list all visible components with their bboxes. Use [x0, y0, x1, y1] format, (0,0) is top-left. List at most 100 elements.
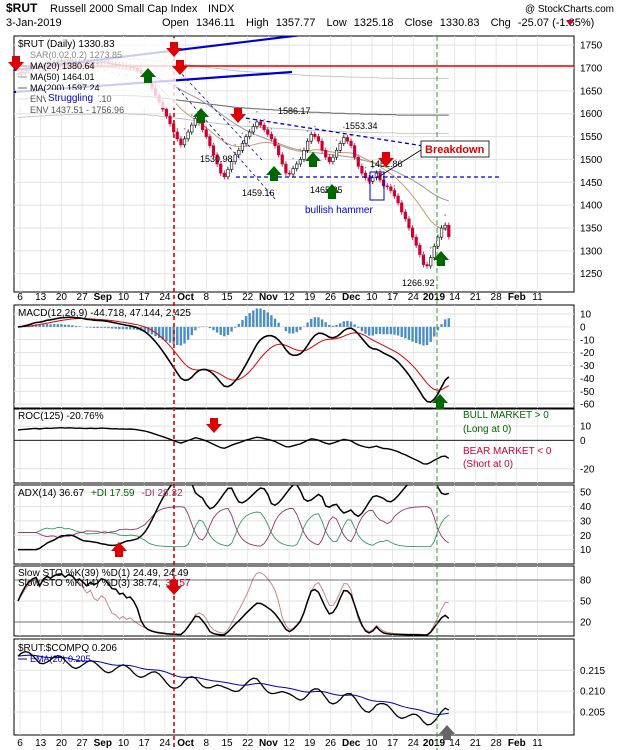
- channel-lower-line: [173, 83, 277, 201]
- ratio-tick-label: 0.215: [580, 666, 605, 677]
- candle-body: [407, 218, 411, 229]
- candle-body: [360, 165, 364, 174]
- x-axis-label-bottom: Dec: [342, 738, 361, 749]
- macd-hist-bar: [411, 326, 414, 342]
- chevron-down-icon[interactable]: [566, 20, 574, 26]
- candle-body: [324, 149, 328, 158]
- candle-body: [280, 154, 284, 165]
- macd-hist-bar: [197, 326, 201, 328]
- candle-body: [338, 143, 342, 151]
- price-tick-label: 1750: [580, 41, 603, 52]
- macd-hist-bar: [353, 324, 356, 327]
- macd-hist-bar: [375, 326, 378, 335]
- ohlc-label: Open 1346.11 High 1357.77 Low 1325.18 Cl…: [162, 17, 594, 29]
- macd-hist-bar: [176, 326, 179, 346]
- sar-dot: [357, 155, 360, 158]
- open-value: 1346.11: [196, 17, 235, 29]
- candle-body: [237, 149, 241, 156]
- candle-body: [436, 236, 440, 247]
- candle-body: [429, 257, 433, 267]
- bullish-hammer-box: [369, 171, 385, 201]
- macd-hist-bar: [49, 324, 52, 327]
- x-axis-label-bottom: 2019: [423, 738, 446, 749]
- arrow-up-icon: [266, 166, 282, 181]
- candle-body: [186, 131, 190, 140]
- sar-dot: [183, 127, 186, 130]
- x-axis-label-top: 19: [304, 292, 316, 303]
- mdi-value: -DI 28.32: [141, 488, 183, 499]
- roc-tick-label: -20: [580, 464, 595, 475]
- candle-body: [258, 121, 263, 126]
- x-axis-label-bottom: 26: [325, 738, 337, 749]
- price-tick-label: 1650: [580, 86, 603, 97]
- macd-hist-bar: [183, 326, 186, 344]
- roc-title: ROC(125) -20.76%: [18, 411, 104, 422]
- x-axis-label-top: Sep: [94, 292, 112, 303]
- macd-tick-label: -40: [580, 374, 595, 385]
- x-axis-label-top: 27: [77, 292, 89, 303]
- x-axis-label-top: 26: [325, 292, 337, 303]
- annotation-1586: 1586.17: [278, 106, 311, 116]
- x-axis-label-top: 6: [17, 292, 23, 303]
- grid-layer: [14, 36, 574, 735]
- candle-body: [251, 126, 255, 133]
- macd-hist-bar: [248, 313, 251, 327]
- candle-body: [374, 172, 378, 179]
- arrow-up-icon: [324, 184, 340, 199]
- macd-hist-bar: [100, 326, 103, 328]
- price-tick-label: 1600: [580, 109, 603, 120]
- macd-hist-bar: [331, 325, 335, 327]
- x-axis-label-top: 20: [56, 292, 68, 303]
- ratio-layer: [17, 650, 450, 726]
- sar-dot: [292, 157, 295, 160]
- price-tick-label: 1350: [580, 224, 603, 235]
- x-axis-label-bottom: 8: [204, 738, 210, 749]
- candle-body: [226, 169, 230, 178]
- macd-hist-bar: [234, 326, 237, 328]
- legend-ma200: MA(200) 1597.24: [30, 83, 100, 93]
- sar-dot: [422, 253, 425, 256]
- candle-body: [302, 149, 306, 160]
- macd-hist-bar: [179, 326, 183, 346]
- x-axis-label-bottom: 20: [56, 738, 68, 749]
- macd-hist-bar: [34, 324, 38, 327]
- macd-hist-bar: [56, 324, 60, 327]
- macd-hist-bar: [284, 326, 288, 332]
- bull-market-sub: (Long at 0): [463, 424, 511, 435]
- macd-hist-bar: [371, 326, 374, 336]
- macd-hist-bar: [121, 326, 125, 330]
- arrow-up-icon: [439, 725, 455, 740]
- macd-hist-bar: [266, 312, 269, 327]
- sar-dot: [176, 127, 179, 130]
- x-axis-label-bottom: 24: [159, 738, 171, 749]
- x-axis-label-top: Oct: [177, 292, 194, 303]
- annotation-1530: 1530.98: [200, 154, 233, 164]
- macd-hist-bar: [346, 320, 349, 327]
- candle-body: [400, 202, 404, 213]
- macd-hist-bar: [71, 325, 74, 327]
- price-annotations: 1586.17 1553.34 1530.98 1459.16 1465.25 …: [46, 90, 490, 288]
- macd-hist-bar: [252, 310, 255, 327]
- candle-body: [219, 163, 223, 174]
- sto-tick-label: 20: [580, 618, 592, 629]
- exchange-label: INDX: [208, 3, 235, 15]
- ratio-line: [17, 650, 450, 726]
- macd-hist-bar: [237, 323, 241, 327]
- legend-env2: ENV 1437.51 - 1756.96: [30, 105, 124, 115]
- arrow-up-icon: [140, 68, 156, 83]
- x-axis-label-bottom: 14: [449, 738, 461, 749]
- x-axis-label-bottom: 10: [118, 738, 130, 749]
- sar-dot: [415, 234, 418, 237]
- roc-line: [17, 426, 450, 465]
- x-axis-label-bottom: 11: [532, 738, 543, 749]
- annotation-1465: 1465.25: [310, 185, 343, 195]
- macd-hist-bar: [262, 309, 266, 327]
- macd-hist-bar: [186, 326, 190, 340]
- candle-body: [421, 254, 426, 265]
- x-axis-label-top: Nov: [259, 292, 278, 303]
- candle-body: [363, 172, 368, 179]
- macd-hist-bar: [96, 326, 99, 329]
- candle-body: [240, 143, 245, 151]
- candle-body: [175, 131, 179, 140]
- macd-hist-bar: [400, 326, 403, 337]
